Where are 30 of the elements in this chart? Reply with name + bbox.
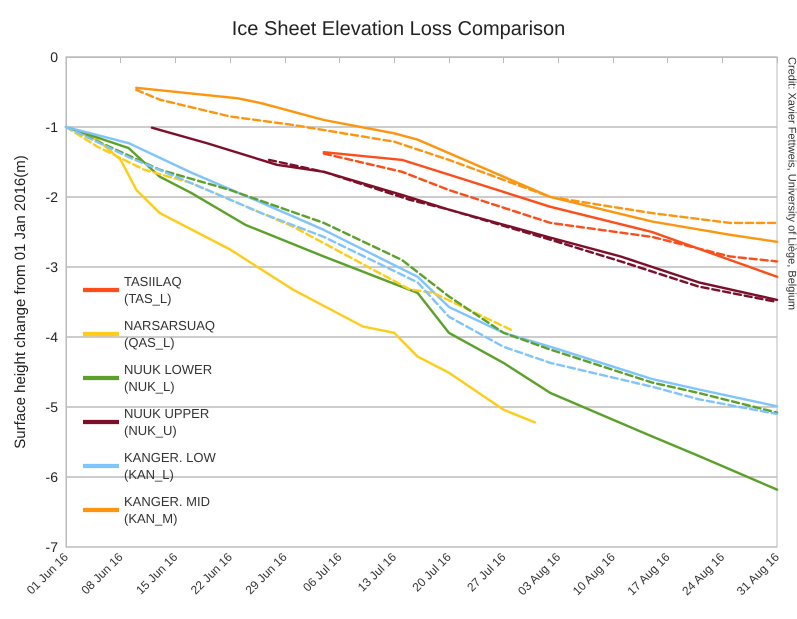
legend-label: NUUK UPPER (NUK_U): [124, 406, 210, 438]
text: Credit: Xavier Fettweis, University of Liège, Belgium: [786, 57, 797, 310]
y-tick-label: -3: [46, 259, 58, 275]
x-tick-label: 24 Aug 16: [679, 550, 728, 598]
x-tick-label: 06 Jul 16: [300, 550, 345, 594]
y-tick-label: -2: [46, 189, 58, 205]
x-tick-label: 31 Aug 16: [734, 550, 782, 598]
x-tick-label: 20 Jul 16: [410, 550, 454, 594]
x-tick-label: 13 Jul 16: [354, 550, 400, 594]
x-tick-label: 27 Jul 16: [464, 550, 509, 594]
x-tick-label: 15 Jun 16: [133, 550, 181, 598]
y-tick-label: -5: [46, 399, 58, 415]
legend-label: NARSARSUAQ (QAS_L): [124, 318, 216, 350]
y-tick-label: 0: [50, 49, 58, 65]
x-tick-label: 03 Aug 16: [515, 550, 564, 598]
x-tick-label: 22 Jun 16: [188, 550, 236, 598]
x-tick-label: 10 Aug 16: [570, 550, 618, 598]
legend-label: NUUK LOWER (NUK_L): [124, 362, 212, 394]
y-tick-label: -4: [46, 329, 58, 345]
y-tick-label: -7: [46, 539, 58, 555]
legend-label: TASIILAQ (TAS_L): [124, 274, 182, 306]
y-axis-title: Surface height change from 01 Jan 2016(m): [12, 155, 29, 449]
legend-label: KANGER. MID (KAN_M): [124, 494, 210, 526]
chart-title: Ice Sheet Elevation Loss Comparison: [232, 18, 566, 40]
x-tick-label: 08 Jun 16: [78, 550, 126, 598]
legend-label: KANGER. LOW (KAN_L): [124, 450, 216, 482]
x-tick-label: 29 Jun 16: [242, 550, 290, 598]
y-tick-label: -6: [46, 469, 58, 485]
x-tick-label: 17 Aug 16: [624, 550, 673, 598]
y-tick-label: -1: [46, 119, 58, 135]
